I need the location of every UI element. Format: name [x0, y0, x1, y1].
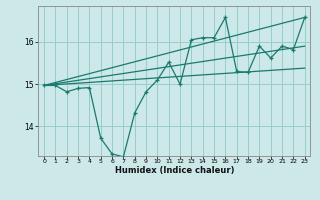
X-axis label: Humidex (Indice chaleur): Humidex (Indice chaleur): [115, 166, 234, 175]
